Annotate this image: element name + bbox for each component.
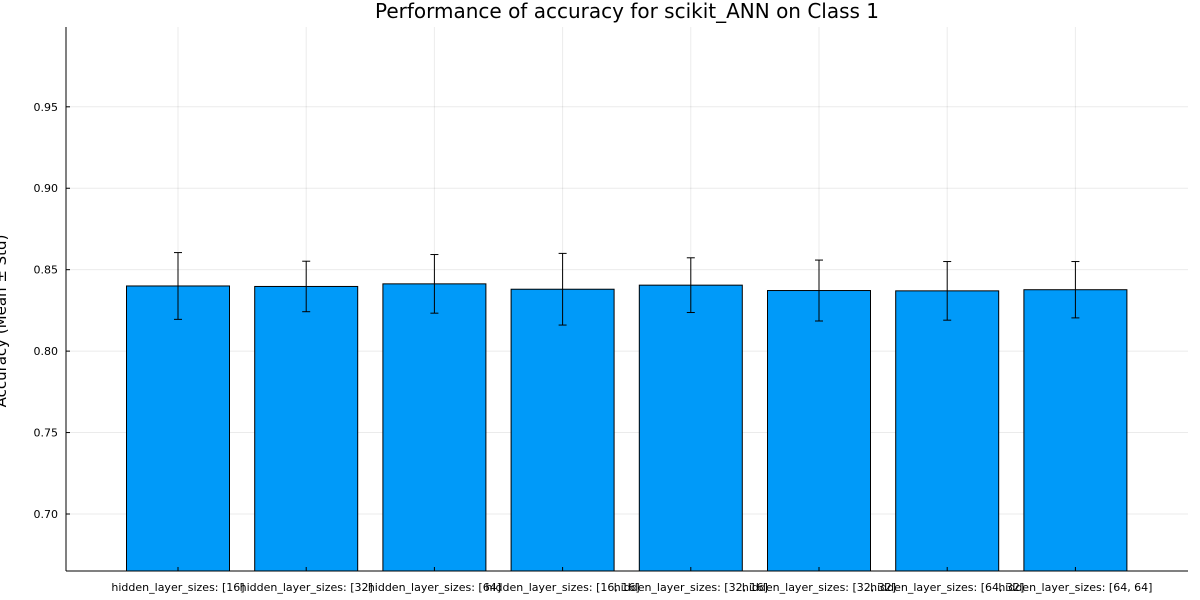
bar [382,283,487,572]
bar [510,288,615,572]
x-tick-label: hidden_layer_sizes: [64, 32] [870,581,1024,594]
bar [254,285,359,572]
y-tick-label: 0.75 [34,427,59,440]
error-bars [174,252,1080,326]
x-tick-label: hidden_layer_sizes: [64, 64] [998,581,1152,594]
y-tick-labels: 0.70 0.75 0.80 0.85 0.90 0.95 [34,101,59,521]
y-tick-label: 0.90 [34,182,59,195]
bar [895,290,1000,572]
bar [1023,289,1128,572]
error-bar [686,257,695,314]
x-tick-label: hidden_layer_sizes: [32] [240,581,373,594]
x-tick-label: hidden_layer_sizes: [64] [368,581,501,594]
bar [126,285,230,572]
error-bar [943,261,952,321]
error-bar [174,252,182,320]
bars [126,283,1128,572]
y-tick-label: 0.70 [34,508,59,521]
x-tick-labels: hidden_layer_sizes: [16]hidden_layer_siz… [111,581,1152,594]
error-bar [302,260,311,313]
x-tick-label: hidden_layer_sizes: [16, 16] [486,581,640,594]
y-tick-label: 0.85 [34,264,59,277]
error-bar [815,259,823,322]
y-tick-label: 0.80 [34,345,59,358]
y-tick-label: 0.95 [34,101,59,114]
grid [66,27,1188,571]
bar [638,284,743,572]
axes [65,27,1188,572]
x-tick-label: hidden_layer_sizes: [32, 32] [742,581,896,594]
y-axis-label: Accuracy (Mean ± Std) [0,235,10,408]
bar [767,290,871,572]
chart-title: Performance of accuracy for scikit_ANN o… [375,0,879,23]
error-bar [558,252,567,326]
error-bar [430,254,439,314]
error-bar [1071,261,1080,319]
x-tick-label: hidden_layer_sizes: [32, 16] [614,581,768,594]
x-tick-label: hidden_layer_sizes: [16] [111,581,244,594]
